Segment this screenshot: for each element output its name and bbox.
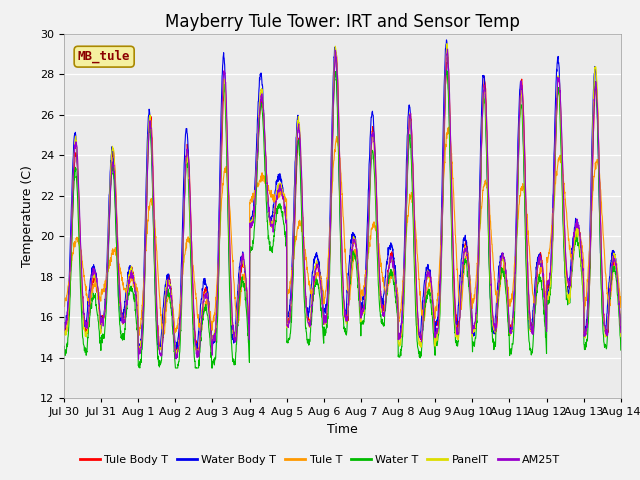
Y-axis label: Temperature (C): Temperature (C) xyxy=(22,165,35,267)
Legend: Tule Body T, Water Body T, Tule T, Water T, PanelT, AM25T: Tule Body T, Water Body T, Tule T, Water… xyxy=(75,451,565,469)
X-axis label: Time: Time xyxy=(327,423,358,436)
Text: MB_tule: MB_tule xyxy=(78,50,131,63)
Title: Mayberry Tule Tower: IRT and Sensor Temp: Mayberry Tule Tower: IRT and Sensor Temp xyxy=(165,12,520,31)
